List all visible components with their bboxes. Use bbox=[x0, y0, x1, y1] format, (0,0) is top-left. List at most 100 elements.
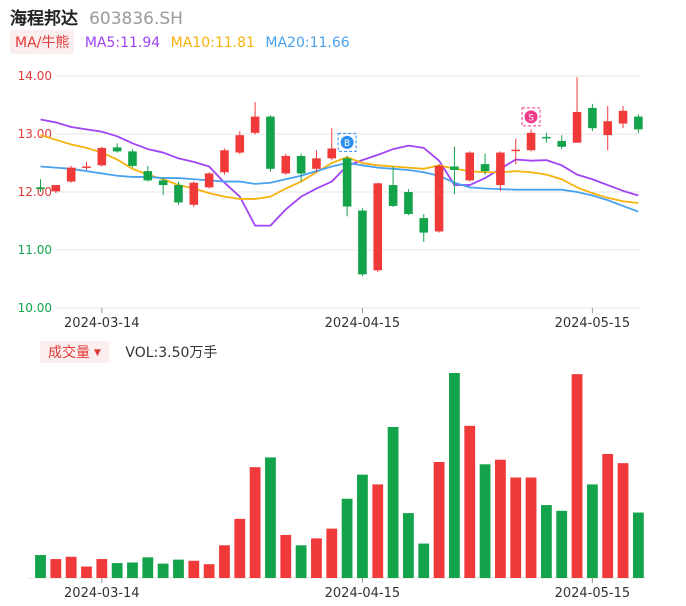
price-date-axis: 2024-03-14 2024-04-15 2024-05-15 bbox=[64, 308, 630, 331]
volume-bar bbox=[418, 543, 430, 578]
caret-down-icon: ▼ bbox=[94, 348, 101, 358]
date-label: 2024-05-15 bbox=[555, 316, 631, 331]
candle-body bbox=[220, 150, 229, 173]
candle bbox=[128, 149, 137, 168]
candle bbox=[189, 181, 199, 208]
marker-label: S bbox=[528, 113, 534, 123]
volume-bar bbox=[525, 477, 537, 578]
date-label: 2024-03-14 bbox=[64, 316, 140, 331]
volume-bar bbox=[127, 562, 138, 578]
candle-body bbox=[358, 210, 367, 275]
price-tick-label: 11.00 bbox=[18, 243, 52, 257]
candle bbox=[388, 166, 398, 208]
candle-body bbox=[281, 156, 291, 174]
volume-bar bbox=[464, 425, 476, 578]
date-label: 2024-03-14 bbox=[64, 586, 140, 601]
candle-body bbox=[603, 121, 613, 136]
candle bbox=[266, 115, 275, 172]
price-tick-label: 10.00 bbox=[18, 301, 52, 315]
candle-body bbox=[204, 173, 214, 188]
ma-line-ma20 bbox=[40, 162, 639, 213]
candle bbox=[496, 151, 505, 191]
candle-body bbox=[112, 147, 122, 152]
volume-legend: 成交量 ▼ VOL:3.50万手 bbox=[40, 341, 217, 363]
candle bbox=[312, 150, 321, 172]
candle bbox=[235, 131, 245, 155]
candle-body bbox=[189, 182, 199, 205]
volume-bar bbox=[311, 538, 322, 578]
volume-bar bbox=[249, 467, 261, 578]
trade-markers: BS bbox=[337, 107, 541, 152]
candle-body bbox=[174, 185, 183, 203]
volume-bar bbox=[219, 545, 230, 578]
candle-body bbox=[250, 116, 260, 133]
buy-marker: B bbox=[337, 132, 357, 152]
candle bbox=[250, 102, 260, 135]
candle bbox=[82, 161, 91, 170]
marker-frame bbox=[521, 107, 541, 127]
price-tick-label: 14.00 bbox=[18, 69, 52, 83]
candle-body bbox=[572, 111, 582, 143]
candle bbox=[419, 214, 429, 242]
ma-legend: MA/牛熊 MA5:11.94 MA10:11.81 MA20:11.66 bbox=[10, 30, 350, 54]
candle-body bbox=[542, 136, 551, 139]
volume-bar bbox=[295, 545, 307, 578]
volume-bar bbox=[234, 518, 246, 578]
ma5-label: MA5:11.94 bbox=[84, 35, 161, 51]
price-tick-label: 13.00 bbox=[18, 127, 52, 141]
candle-body bbox=[82, 166, 91, 168]
candle bbox=[557, 135, 567, 150]
candle bbox=[634, 114, 643, 133]
marker-label: B bbox=[344, 139, 350, 149]
candle bbox=[174, 181, 183, 205]
marker-dot bbox=[340, 135, 354, 149]
volume-bar bbox=[341, 498, 353, 578]
candle bbox=[526, 129, 536, 152]
ma-line-ma5 bbox=[40, 118, 639, 227]
candle bbox=[434, 164, 444, 233]
candle-body bbox=[128, 151, 137, 166]
candle bbox=[603, 106, 613, 151]
candle bbox=[450, 146, 459, 195]
candle bbox=[220, 148, 229, 175]
candle-body bbox=[588, 107, 597, 129]
candle-body bbox=[51, 185, 61, 192]
volume-bar bbox=[65, 556, 77, 578]
candle-body bbox=[373, 183, 383, 271]
volume-bar bbox=[571, 374, 583, 578]
candle bbox=[143, 165, 153, 182]
candle-body bbox=[266, 116, 275, 169]
volume-series bbox=[28, 373, 646, 579]
date-label: 2024-05-15 bbox=[555, 586, 631, 601]
candle bbox=[51, 185, 61, 194]
ma-mode-selector[interactable]: MA/牛熊 bbox=[10, 30, 75, 54]
marker-frame bbox=[337, 132, 357, 152]
candle bbox=[511, 138, 521, 165]
volume-bar bbox=[556, 510, 568, 578]
volume-indicator-selector[interactable]: 成交量 ▼ bbox=[40, 341, 109, 363]
candle bbox=[36, 179, 45, 192]
volume-bar bbox=[387, 426, 399, 578]
candle bbox=[281, 153, 291, 175]
candle bbox=[158, 177, 168, 195]
candle bbox=[480, 153, 490, 175]
candle-body bbox=[419, 218, 429, 233]
volume-bar bbox=[81, 566, 92, 578]
volume-value: VOL:3.50万手 bbox=[125, 345, 218, 361]
candle-body bbox=[296, 156, 306, 174]
volume-bar bbox=[280, 534, 292, 578]
candle-body bbox=[404, 192, 413, 215]
volume-date-axis: 2024-03-14 2024-04-15 2024-05-15 bbox=[64, 578, 630, 601]
sell-marker: S bbox=[521, 107, 541, 127]
candle bbox=[296, 153, 306, 182]
volume-bar bbox=[586, 484, 598, 578]
candle-body bbox=[66, 167, 76, 182]
date-label: 2024-04-15 bbox=[325, 586, 401, 601]
candle-body bbox=[235, 135, 245, 153]
stock-header: 海程邦达 603836.SH bbox=[10, 4, 183, 29]
candle bbox=[404, 189, 413, 216]
candle-body bbox=[36, 187, 45, 190]
volume-bar bbox=[403, 513, 414, 578]
volume-bar bbox=[173, 559, 184, 578]
